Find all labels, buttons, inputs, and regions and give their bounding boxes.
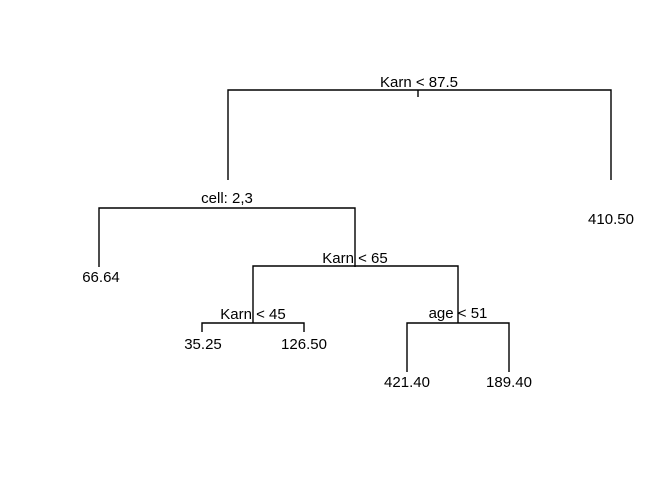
split-node-age51: age < 51 bbox=[406, 305, 510, 372]
split-node-karn65: Karn < 65 bbox=[252, 250, 459, 323]
split-label-karn45: Karn < 45 bbox=[220, 306, 285, 323]
branch-cell bbox=[98, 207, 356, 267]
branch-karn45 bbox=[201, 322, 305, 332]
leaf-label: 189.40 bbox=[486, 374, 532, 391]
split-label-age51: age < 51 bbox=[429, 305, 488, 322]
leaf-label: 421.40 bbox=[384, 374, 430, 391]
split-node-root: Karn < 87.5 bbox=[227, 74, 612, 180]
split-label-root: Karn < 87.5 bbox=[380, 74, 458, 91]
leaf-label: 35.25 bbox=[184, 336, 222, 353]
split-node-cell: cell: 2,3 bbox=[98, 190, 356, 267]
branch-karn65 bbox=[252, 265, 459, 323]
split-label-cell: cell: 2,3 bbox=[201, 190, 253, 207]
split-node-karn45: Karn < 45 bbox=[201, 306, 305, 332]
branch-age51 bbox=[406, 322, 510, 372]
split-label-karn65: Karn < 65 bbox=[322, 250, 387, 267]
branch-root bbox=[227, 89, 612, 180]
leaf-label: 126.50 bbox=[281, 336, 327, 353]
leaf-label: 66.64 bbox=[82, 269, 120, 286]
leaf-label: 410.50 bbox=[588, 211, 634, 228]
